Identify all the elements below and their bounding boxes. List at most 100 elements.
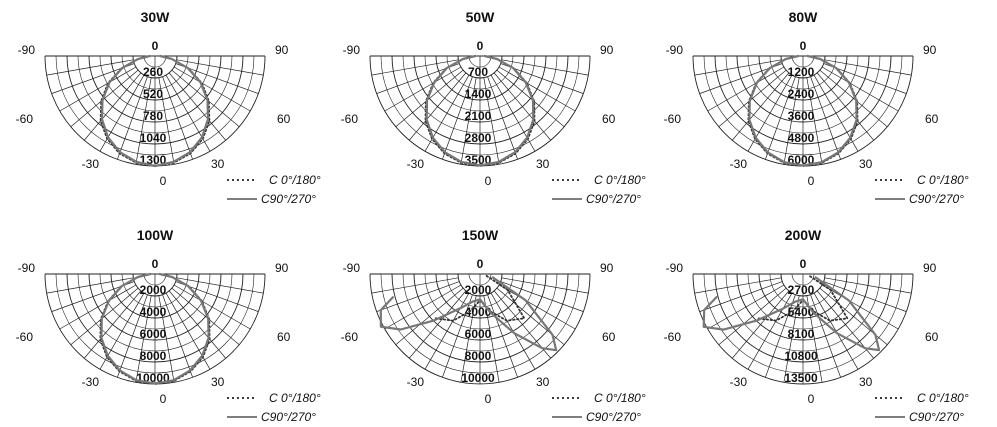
grid-spoke	[171, 69, 240, 127]
angle-tick-label: -60	[16, 330, 34, 344]
legend-label-c90-270: C90°/270°	[261, 410, 316, 424]
grid-spoke	[718, 287, 787, 345]
angle-tick-label: -60	[341, 112, 359, 126]
grid-spoke	[84, 72, 142, 141]
grid-spoke	[371, 277, 459, 294]
grid-spoke	[487, 294, 518, 378]
angle-tick-label: 0	[808, 392, 815, 406]
grid-spoke	[59, 66, 137, 112]
series-c90-270-line	[100, 272, 210, 385]
grid-spoke	[493, 72, 551, 141]
angle-tick-label: -90	[666, 261, 684, 275]
series-c90-270-line	[379, 276, 558, 352]
legend-label-c90-270: C90°/270°	[261, 192, 316, 206]
grid-spoke	[59, 284, 137, 330]
polar-panel: 50W-90 90-60 60-30 30007001400210028003500C…	[341, 9, 646, 206]
ring-value-label: 2100	[465, 109, 492, 123]
ring-value-label: 2000	[140, 283, 167, 297]
ring-value-label: 2400	[788, 87, 815, 101]
grid-spoke	[424, 292, 470, 370]
grid-spoke	[707, 284, 785, 330]
angle-tick-label: 60	[277, 330, 291, 344]
angle-tick-label: 30	[859, 375, 873, 389]
grid-spoke	[824, 277, 912, 294]
grid-spoke	[694, 59, 782, 76]
angle-tick-label: 30	[211, 157, 225, 171]
angle-tick-label: 90	[600, 43, 614, 57]
grid-spoke	[158, 295, 175, 383]
series-c90-270-line	[702, 276, 881, 352]
grid-spoke	[173, 66, 251, 112]
ring-value-label: 6000	[140, 327, 167, 341]
grid-spoke	[409, 290, 467, 359]
grid-spoke	[384, 284, 462, 330]
grid-spoke	[84, 290, 142, 359]
ring-value-label: 2700	[788, 283, 815, 297]
grid-spoke	[442, 294, 473, 378]
grid-spoke	[732, 72, 790, 141]
grid-spoke	[168, 290, 226, 359]
angle-tick-label: -30	[82, 157, 100, 171]
ring-value-label: 1200	[788, 65, 815, 79]
angle-tick-label: -30	[730, 375, 748, 389]
grid-spoke	[168, 72, 226, 141]
grid-spoke	[135, 77, 152, 165]
grid-spoke	[765, 76, 796, 160]
angle-tick-label: 60	[277, 112, 291, 126]
grid-spoke	[707, 66, 785, 112]
ring-value-label: 700	[468, 65, 488, 79]
legend-label-c0-180: C 0°/180°	[917, 173, 969, 187]
chart-title: 80W	[789, 9, 819, 25]
grid-spoke	[819, 69, 888, 127]
grid-spoke	[810, 294, 841, 378]
ring-value-label: 6000	[465, 327, 492, 341]
legend-label-c0-180: C 0°/180°	[917, 391, 969, 405]
ring-value-label: 2800	[465, 131, 492, 145]
zero-label: 0	[800, 39, 807, 53]
grid-spoke	[823, 281, 907, 312]
ring-value-label: 520	[143, 87, 163, 101]
grid-spoke	[783, 77, 800, 165]
grid-spoke	[176, 59, 264, 76]
grid-spoke	[162, 294, 193, 378]
grid-spoke	[810, 76, 841, 160]
angle-tick-label: -90	[343, 43, 361, 57]
grid-spoke	[171, 287, 240, 345]
grid-spoke	[460, 77, 477, 165]
grid-spoke	[384, 66, 462, 112]
grid-spoke	[783, 295, 800, 383]
grid-spoke	[821, 66, 899, 112]
ring-value-label: 3600	[788, 109, 815, 123]
grid-spoke	[816, 72, 874, 141]
legend-label-c90-270: C90°/270°	[909, 192, 964, 206]
legend-label-c0-180: C 0°/180°	[594, 173, 646, 187]
angle-tick-label: 90	[923, 43, 937, 57]
chart-title: 100W	[137, 227, 174, 243]
grid-spoke	[483, 77, 500, 165]
legend-label-c90-270: C90°/270°	[586, 410, 641, 424]
polar-panel: 150W-90 90-60 60-30 30002000400060008000100…	[341, 227, 646, 424]
grid-spoke	[483, 295, 500, 383]
grid-spoke	[70, 69, 139, 127]
angle-tick-label: 60	[925, 112, 939, 126]
grid-spoke	[806, 295, 823, 383]
chart-title: 50W	[466, 9, 496, 25]
angle-tick-label: 90	[923, 261, 937, 275]
angle-tick-label: 60	[925, 330, 939, 344]
grid-spoke	[694, 277, 782, 294]
ring-value-label: 780	[143, 109, 163, 123]
ring-value-label: 13500	[784, 371, 818, 385]
grid-spoke	[46, 277, 134, 294]
angle-tick-label: -30	[407, 375, 425, 389]
grid-spoke	[821, 284, 899, 330]
grid-spoke	[806, 77, 823, 165]
angle-tick-label: 0	[485, 174, 492, 188]
grid-spoke	[824, 59, 912, 76]
series-c90-270-line	[748, 54, 858, 167]
ring-value-label: 10000	[461, 371, 495, 385]
grid-spoke	[376, 281, 460, 312]
grid-spoke	[487, 76, 518, 160]
grid-spoke	[442, 76, 473, 160]
